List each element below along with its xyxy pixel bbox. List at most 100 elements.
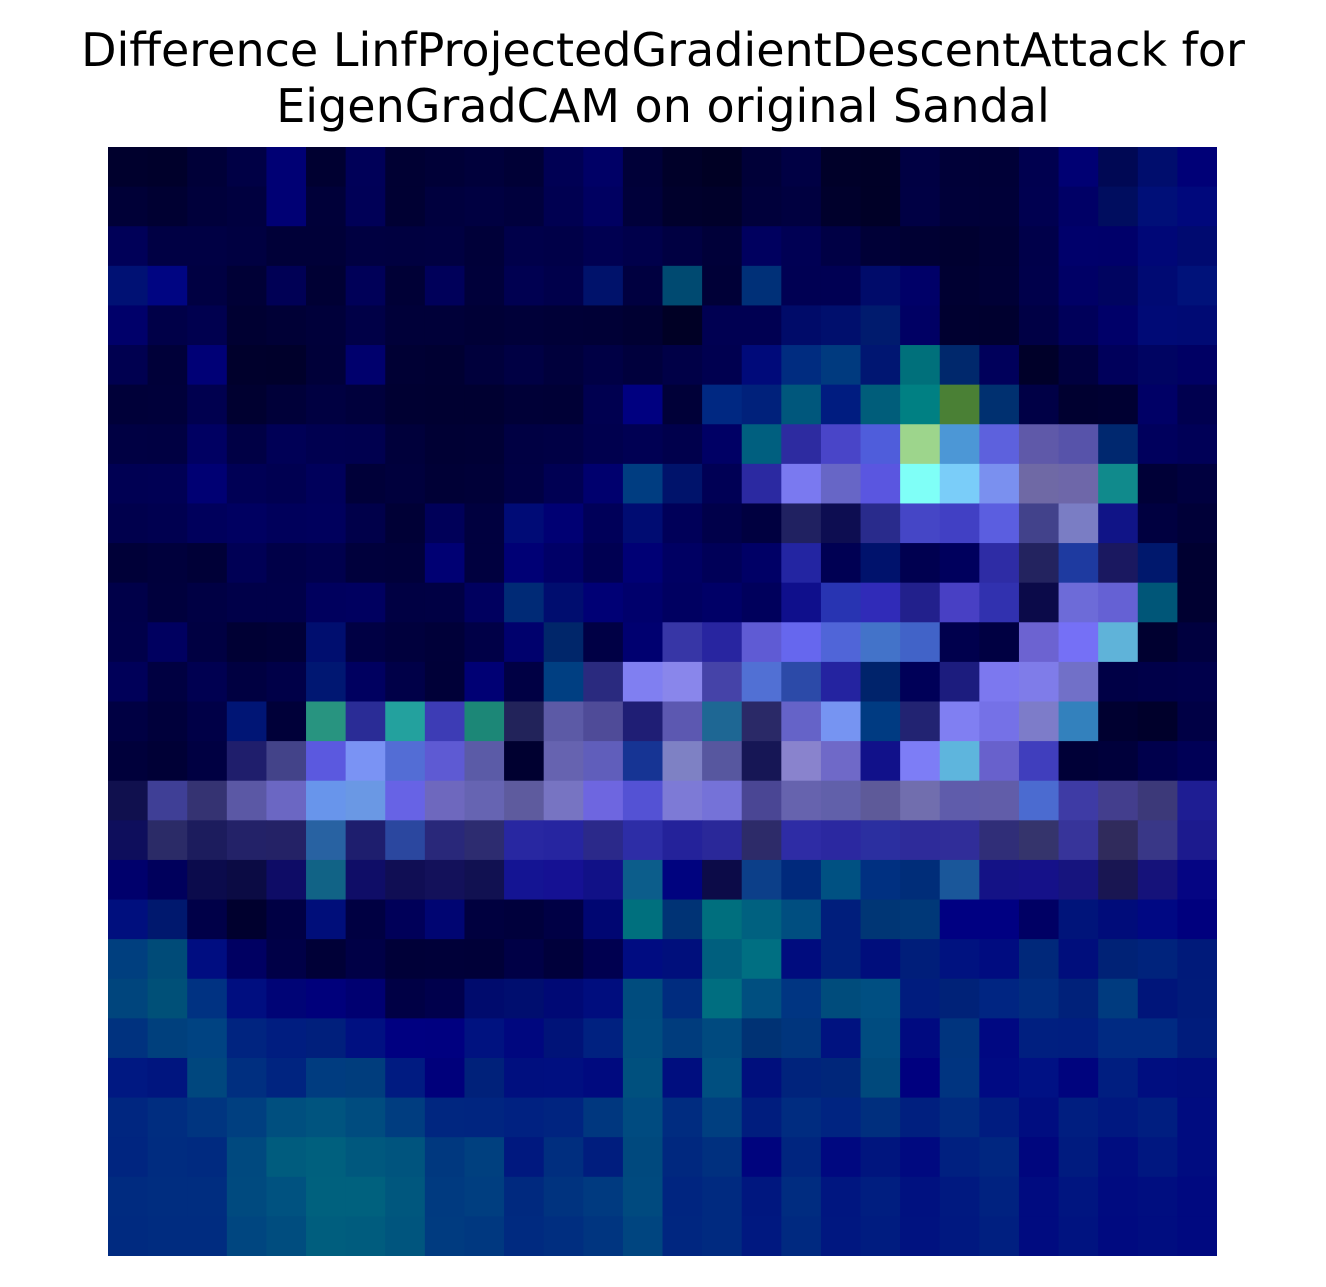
heatmap-cell [1137,305,1178,346]
heatmap-cell [900,622,941,663]
heatmap-cell [424,978,466,1019]
heatmap-cell [345,543,386,584]
heatmap-cell [504,780,545,821]
heatmap-cell [979,780,1020,821]
heatmap-cell [147,899,188,940]
heatmap-cell [662,622,703,663]
heatmap-cell [702,1137,743,1178]
heatmap-cell [464,345,505,386]
heatmap-cell [385,661,426,703]
heatmap-cell [345,305,386,346]
heatmap-cell [306,701,347,742]
heatmap-cell [662,859,703,901]
heatmap-cell [1018,345,1060,386]
heatmap-cell [108,1216,149,1256]
heatmap-cell [424,147,466,188]
heatmap-cell [543,147,584,188]
heatmap-cell [464,147,505,188]
heatmap-cell [662,899,703,940]
heatmap-cell [385,701,426,742]
heatmap-cell [187,384,228,425]
heatmap-cell [741,543,782,584]
heatmap-cell [702,463,743,505]
heatmap-cell [1018,661,1060,703]
heatmap-cell [187,1057,228,1099]
heatmap-cell [1058,780,1099,821]
heatmap-cell [939,820,980,861]
heatmap-cell [385,503,426,544]
heatmap-cell [860,1097,901,1138]
heatmap-cell [622,820,664,861]
heatmap-cell [345,1057,386,1099]
heatmap-cell [1177,1097,1217,1138]
heatmap-cell [979,265,1020,307]
heatmap-cell [1098,305,1139,346]
heatmap-cell [306,741,347,782]
heatmap-cell [781,701,822,742]
heatmap-cell [662,1097,703,1138]
heatmap-cell [424,1176,466,1217]
heatmap-cell [543,661,584,703]
heatmap-cell [226,780,268,821]
heatmap-cell [781,1216,822,1256]
heatmap-cell [741,384,782,425]
heatmap-cell [187,939,228,980]
heatmap-cell [583,305,624,346]
heatmap-cell [1137,1097,1178,1138]
heatmap-cell [662,661,703,703]
heatmap-cell [345,1097,386,1138]
heatmap-cell [900,1097,941,1138]
heatmap-cell [860,1057,901,1099]
heatmap-cell [1137,1216,1178,1256]
heatmap-cell [1058,1137,1099,1178]
heatmap-cell [1018,265,1060,307]
heatmap-cell [1058,1018,1099,1059]
heatmap-cell [702,741,743,782]
heatmap-cell [900,780,941,821]
heatmap-cell [939,1057,980,1099]
heatmap-cell [741,305,782,346]
heatmap-cell [820,820,862,861]
heatmap-cell [1137,424,1178,465]
heatmap-cell [226,661,268,703]
heatmap-cell [345,345,386,386]
heatmap-cell [939,701,980,742]
heatmap-cell [1058,899,1099,940]
heatmap-cell [543,463,584,505]
heatmap-cell [781,265,822,307]
heatmap-cell [345,147,386,188]
heatmap-cell [979,463,1020,505]
heatmap-cell [266,503,307,544]
heatmap-cell [464,780,505,821]
heatmap-cell [820,345,862,386]
heatmap-cell [187,424,228,465]
heatmap-cell [108,1137,149,1178]
heatmap-cell [741,1137,782,1178]
heatmap-cell [504,622,545,663]
heatmap-cell [266,859,307,901]
heatmap-cell [939,899,980,940]
heatmap-cell [781,661,822,703]
heatmap-cell [939,463,980,505]
heatmap-cell [662,503,703,544]
heatmap-cell [266,1057,307,1099]
heatmap-cell [583,1018,624,1059]
heatmap-cell [939,226,980,267]
heatmap-cell [108,701,149,742]
heatmap-cell [939,1216,980,1256]
heatmap-cell [266,899,307,940]
heatmap-cell [464,741,505,782]
heatmap-cell [702,424,743,465]
heatmap-cell [464,1137,505,1178]
heatmap-cell [424,820,466,861]
heatmap-cell [1177,820,1217,861]
heatmap-cell [187,741,228,782]
heatmap-cell [306,1018,347,1059]
heatmap-cell [1177,463,1217,505]
heatmap-cell [820,186,862,227]
heatmap-cell [979,1176,1020,1217]
heatmap-cell [108,305,149,346]
heatmap-cell [385,1018,426,1059]
heatmap-cell [266,543,307,584]
heatmap-cell [860,1216,901,1256]
